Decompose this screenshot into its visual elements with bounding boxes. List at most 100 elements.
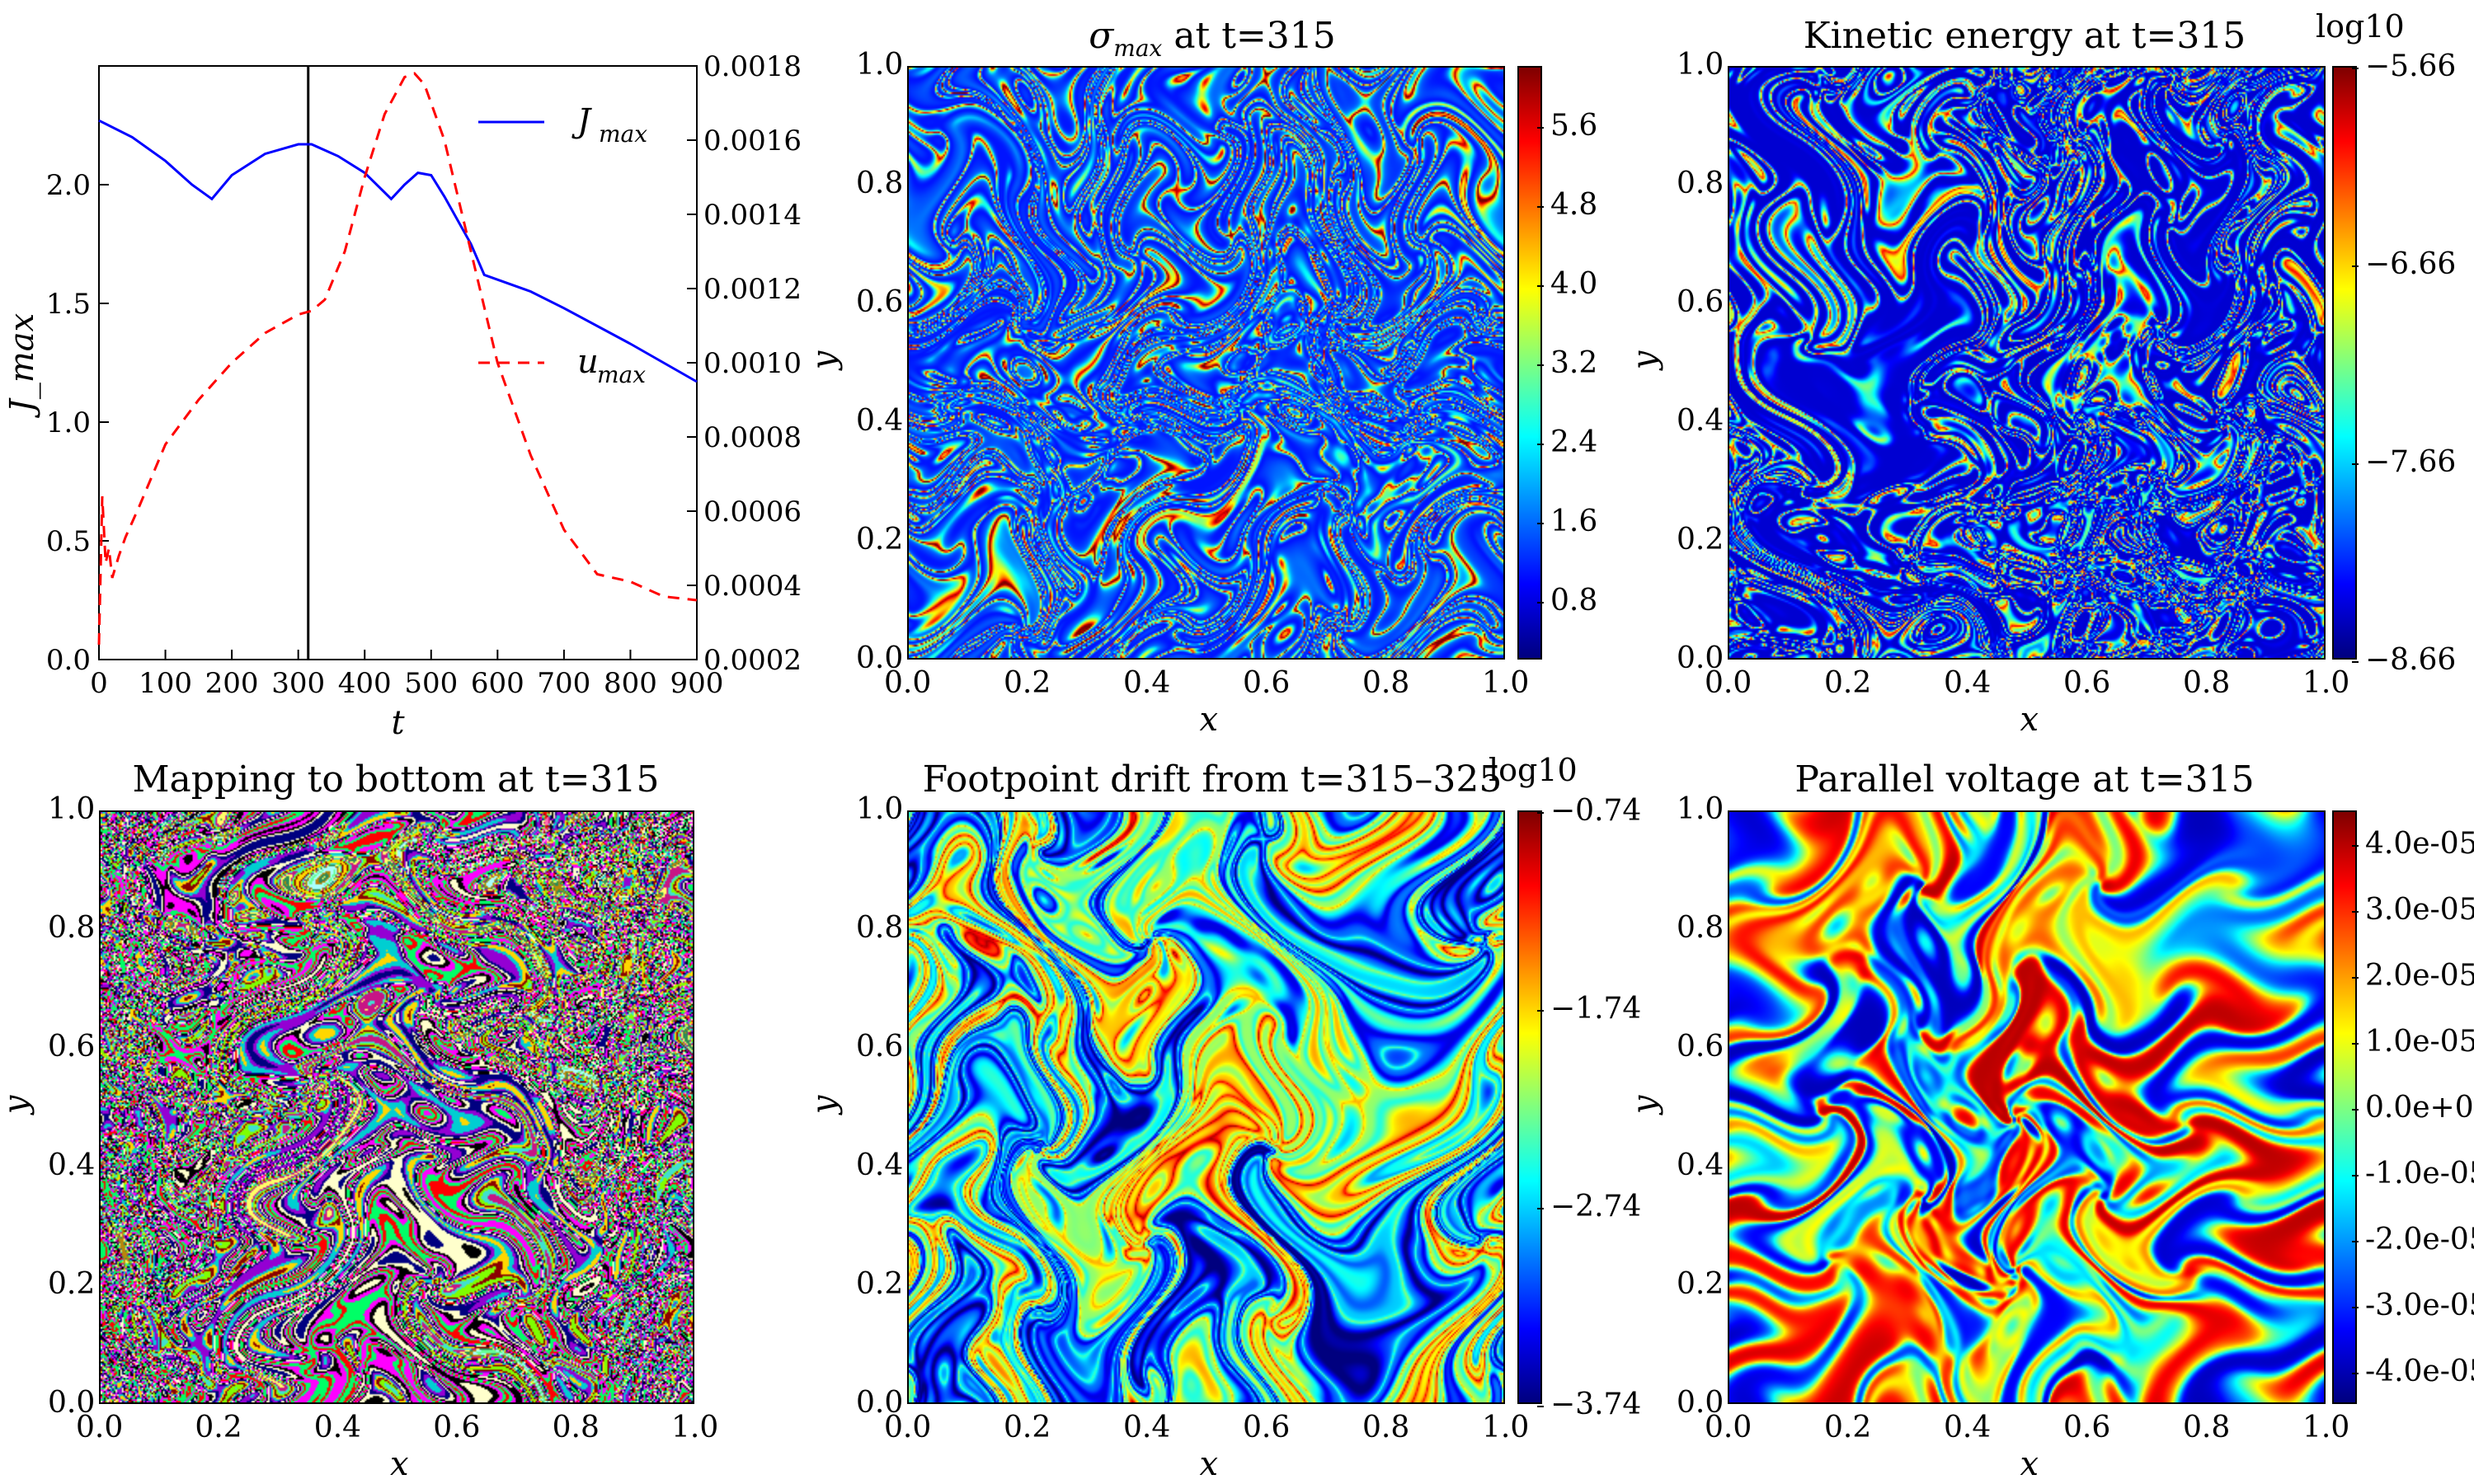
y-tick-label: 0.6 xyxy=(1677,1030,1724,1064)
y-right-tick-label: 0.0012 xyxy=(703,273,802,306)
x-tick-label: 0.4 xyxy=(313,1411,362,1444)
colorbar-tick-label: −2.74 xyxy=(1550,1190,1642,1223)
legend-jmax-sub: max xyxy=(599,120,647,148)
x-tick-label: 700 xyxy=(537,667,590,700)
x-tick-label: 0.4 xyxy=(1944,1411,1992,1444)
x-axis-label: x xyxy=(1199,701,1219,739)
colorbar-tick-label: −3.74 xyxy=(1550,1388,1642,1421)
colorbar-tick-mark xyxy=(1537,364,1544,366)
x-axis-label: x xyxy=(1199,1445,1219,1483)
y-tick-label: 1.0 xyxy=(1677,792,1724,826)
y-right-tick-label: 0.0016 xyxy=(703,124,802,157)
y-tick-label: 0.0 xyxy=(856,641,904,675)
colorbar-tick-label: 2.0e-05 xyxy=(2365,959,2474,993)
y-tick-label: 0.6 xyxy=(1677,285,1724,319)
y-tick-label: 1.0 xyxy=(46,406,91,439)
colorbar-tick-label: -4.0e-05 xyxy=(2365,1355,2474,1388)
y-axis-label: J_max xyxy=(3,313,41,418)
panel-mapping: Mapping to bottom at t=315 0.0 0.2 0.4 0.6 0… xyxy=(0,742,825,1484)
colorbar-tick-mark xyxy=(1537,812,1544,814)
y-tick-label: 2.0 xyxy=(46,169,91,202)
y-right-tick-label: 0.0002 xyxy=(703,644,802,677)
legend-umax-label: u xyxy=(577,343,599,381)
y-right-tick-label: 0.0008 xyxy=(703,421,802,454)
x-tick-label: 0.0 xyxy=(76,1411,124,1444)
colorbar-tick-mark xyxy=(2352,463,2359,465)
colorbar-tick-label: -3.0e-05 xyxy=(2365,1289,2474,1322)
panel-jmax-umax: 0 100 200 300 400 500 600 700 800 900 0.0 0.5 1.0 1.5… xyxy=(0,0,825,742)
y-axis-label: y xyxy=(805,350,844,370)
x-tick-label: 600 xyxy=(471,667,524,700)
y-tick-label: 0.8 xyxy=(1677,911,1724,945)
y-right-tick-label: 0.0004 xyxy=(703,570,802,603)
sigma-max-title: σmax at t=315 xyxy=(1089,15,1336,62)
panel-parallel-voltage: Parallel voltage at t=315 0.0 0.2 0.4 0.6 0.… xyxy=(1625,742,2474,1484)
y-axis-label: y xyxy=(1625,1095,1664,1115)
y-tick-label: 0.0 xyxy=(1677,641,1724,675)
colorbar-tick-label: 5.6 xyxy=(1550,109,1598,143)
colorbar-tick-mark xyxy=(2352,1175,2359,1176)
y-tick-label: 0.0 xyxy=(856,1386,904,1420)
y-tick-label: 0.2 xyxy=(1677,1267,1724,1301)
kinetic-energy-plot xyxy=(1728,66,2326,660)
colorbar-tick-mark xyxy=(1537,285,1544,287)
mapping-title: Mapping to bottom at t=315 xyxy=(132,758,660,801)
x-tick-label: 1.0 xyxy=(2302,1411,2350,1444)
colorbar-tick-label: −0.74 xyxy=(1550,794,1642,828)
legend-jmax-label: J xyxy=(571,102,592,140)
legend-umax-sub: max xyxy=(597,361,646,388)
y-right-tick-label: 0.0010 xyxy=(703,347,802,380)
y-tick-label: 0.8 xyxy=(856,167,904,200)
panel-sigma-max: σmax at t=315 0.0 0.2 0.4 0.6 0.8 1.0 0.0 0.2 0.… xyxy=(805,0,1637,742)
x-tick-label: 0.6 xyxy=(433,1411,481,1444)
colorbar-tick-mark xyxy=(2352,977,2359,979)
y-axis-label: y xyxy=(805,1095,844,1115)
x-tick-label: 0.2 xyxy=(195,1411,242,1444)
colorbar-tick-mark xyxy=(1537,444,1544,445)
x-tick-label: 1.0 xyxy=(1482,1411,1530,1444)
x-tick-label: 0.2 xyxy=(1824,666,1872,700)
j-max-series-line xyxy=(98,119,698,383)
x-tick-label: 0.8 xyxy=(2183,666,2231,700)
parallel-voltage-colorbar: 4.0e-05 3.0e-05 2.0e-05 1.0e-05 0.0e+00 -1.0e… xyxy=(2332,810,2474,1404)
y-tick-label: 0.2 xyxy=(856,1267,904,1301)
x-tick-label: 1.0 xyxy=(1482,666,1530,700)
x-tick-label: 0 xyxy=(90,667,108,700)
colorbar-tick-label: 1.0e-05 xyxy=(2365,1025,2474,1059)
kinetic-energy-title: Kinetic energy at t=315 xyxy=(1803,15,2246,57)
colorbar-tick-mark xyxy=(1537,127,1544,129)
colorbar-tick-label: 0.8 xyxy=(1550,584,1598,618)
y-tick-label: 0.4 xyxy=(48,1148,96,1182)
x-axis-label: x xyxy=(2020,701,2039,739)
x-tick-label: 0.6 xyxy=(1243,666,1291,700)
y-tick-label: 0.8 xyxy=(48,911,96,945)
y-axis-label: y xyxy=(1625,350,1664,370)
y-tick-label: 0.8 xyxy=(1677,167,1724,200)
y-tick-label: 0.5 xyxy=(46,525,91,558)
colorbar-tick-mark xyxy=(2352,1373,2359,1374)
colorbar-tick-mark xyxy=(1537,523,1544,524)
colorbar-tick-label: -2.0e-05 xyxy=(2365,1223,2474,1256)
colorbar-tick-mark xyxy=(1537,1208,1544,1209)
parallel-voltage-field xyxy=(1729,812,2324,1402)
colorbar-tick-label: 0.0e+00 xyxy=(2365,1091,2474,1125)
parallel-voltage-plot xyxy=(1728,810,2326,1404)
mapping-field xyxy=(101,812,693,1402)
colorbar-tick-mark xyxy=(2352,1109,2359,1111)
panel-footpoint-drift: Footpoint drift from t=315–325 0.0 0.2 0.4… xyxy=(805,742,1641,1484)
x-tick-label: 500 xyxy=(404,667,458,700)
x-tick-label: 0.0 xyxy=(884,1411,932,1444)
kinetic-energy-colorbar: −5.66 −6.66 −7.66 −8.66 xyxy=(2332,49,2456,677)
x-axis-label: t xyxy=(391,704,405,742)
y-tick-label: 1.0 xyxy=(48,792,96,826)
x-tick-label: 0.4 xyxy=(1123,1411,1171,1444)
colorbar-tick-label: −6.66 xyxy=(2365,247,2457,281)
x-tick-label: 800 xyxy=(604,667,657,700)
x-tick-label: 900 xyxy=(670,667,724,700)
colorbar-tick-label: −7.66 xyxy=(2365,445,2457,479)
colorbar-tick-mark xyxy=(2352,911,2359,913)
x-tick-label: 0.6 xyxy=(2063,1411,2111,1444)
y-tick-label: 1.0 xyxy=(1677,48,1724,82)
colorbar-tick-mark xyxy=(1537,1010,1544,1012)
x-tick-label: 400 xyxy=(338,667,392,700)
